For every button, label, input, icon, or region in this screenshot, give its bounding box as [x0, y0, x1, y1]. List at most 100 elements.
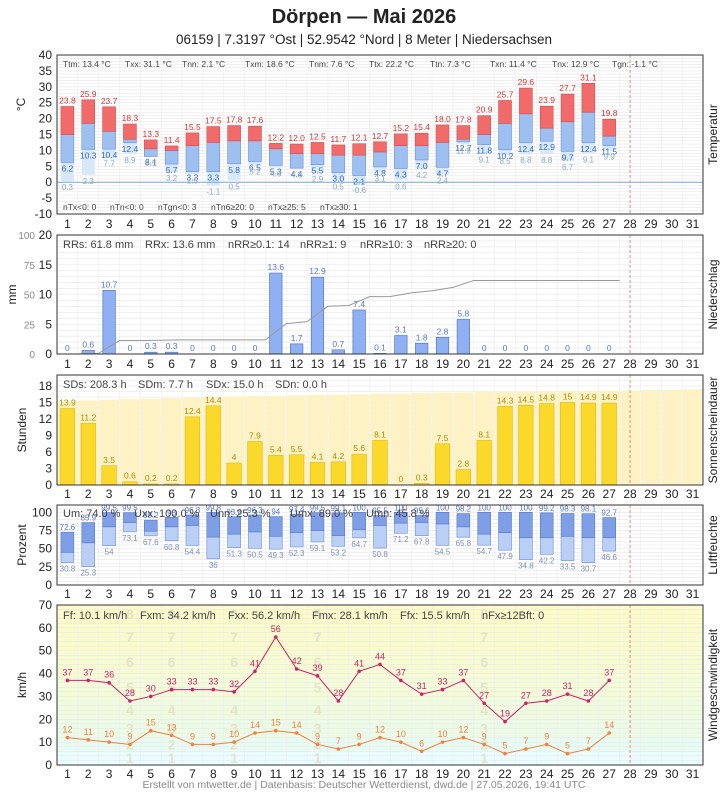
tmax-label: 19.8	[601, 108, 618, 118]
humidity-upper-bar	[498, 511, 512, 533]
ground-min-bar	[331, 172, 345, 181]
umin-label: 64.7	[351, 540, 367, 549]
wind-mean-point	[253, 731, 257, 735]
umin-label: 54.4	[185, 547, 201, 556]
x-tick-label: 29	[644, 587, 658, 601]
temp-lower-bar	[435, 142, 450, 168]
ground-min-bar	[561, 151, 575, 161]
sunshine-label: 5.5	[291, 444, 303, 454]
x-tick-label: 1	[64, 217, 71, 231]
x-tick-label: 5	[147, 487, 154, 501]
tground-label: 4.3	[291, 171, 303, 180]
x-tick-label: 1	[64, 587, 71, 601]
y-tick-label: 75	[39, 523, 53, 537]
x-tick-label: 13	[311, 217, 325, 231]
humidity-lower-bar	[81, 542, 96, 567]
wind-gust-label: 37	[604, 667, 614, 677]
temp-upper-bar	[394, 133, 408, 146]
y-tick-label: 5	[45, 317, 52, 331]
sunshine-label: 0.3	[416, 472, 428, 482]
panel-side-label: Luftfeuchte	[706, 515, 720, 575]
x-tick-label: 10	[248, 767, 262, 781]
sunshine-label: 0.2	[145, 473, 157, 483]
wind-gust-point	[169, 687, 174, 692]
temp-upper-bar	[352, 143, 366, 156]
wind-gust-label: 41	[250, 658, 260, 668]
x-tick-label: 16	[373, 587, 387, 601]
beaufort-label: 7	[230, 629, 238, 645]
x-tick-label: 29	[644, 217, 658, 231]
tmin-label: 6.2	[62, 163, 74, 173]
x-tick-label: 12	[290, 587, 304, 601]
x-tick-label: 18	[415, 767, 429, 781]
tground-label: 2.4	[437, 177, 449, 186]
sunshine-label: 15	[563, 392, 573, 402]
x-tick-label: 8	[210, 587, 217, 601]
x-tick-label: 10	[248, 487, 262, 501]
humidity-lower-bar	[60, 551, 75, 563]
precip-bar	[269, 272, 283, 355]
beaufort-label: 5	[126, 679, 134, 695]
temp-lower-bar	[560, 121, 575, 152]
x-tick-label: 3	[106, 357, 113, 371]
sunshine-bar	[434, 443, 451, 486]
tmin-label: 12.4	[518, 144, 535, 154]
humidity-upper-bar	[269, 516, 283, 537]
x-tick-label: 21	[478, 357, 492, 371]
temp-lower-bar	[206, 142, 221, 173]
y-tick-label: 20	[39, 112, 53, 126]
beaufort-band	[57, 751, 703, 765]
beaufort-label: 1	[314, 750, 322, 766]
x-tick-label: 13	[311, 587, 325, 601]
umin-label: 34.8	[518, 562, 534, 571]
ground-min-bar	[165, 164, 179, 173]
x-tick-label: 12	[290, 767, 304, 781]
umax-label: 100	[478, 503, 492, 512]
temp-lower-bar	[60, 134, 75, 163]
x-tick-label: 14	[332, 357, 346, 371]
panel-side-label: Sonnenscheindauer	[706, 377, 720, 484]
beaufort-label: 2	[230, 736, 238, 752]
x-tick-label: 20	[457, 587, 471, 601]
humidity-lower-bar	[227, 533, 241, 548]
y-tick-label: 30	[39, 689, 53, 703]
y-tick-label: 70	[39, 598, 53, 612]
x-tick-label: 24	[540, 357, 554, 371]
beaufort-label: 2	[168, 736, 176, 752]
x-tick-label: 2	[85, 357, 92, 371]
x-tick-label: 13	[311, 767, 325, 781]
tground-label: 8.8	[520, 156, 532, 165]
humidity-lower-bar	[435, 523, 450, 546]
wind-mean-point	[419, 749, 424, 754]
wind-gust-point	[586, 699, 591, 703]
precip-label: 5.8	[457, 308, 469, 318]
ground-min-bar	[373, 166, 387, 173]
wind-gust-point	[294, 667, 299, 671]
ground-min-bar	[415, 159, 429, 169]
humidity-upper-bar	[456, 513, 471, 528]
humidity-upper-bar	[394, 511, 408, 524]
x-tick-label: 26	[582, 767, 596, 781]
temp-upper-bar	[414, 132, 429, 146]
umax-label: 93	[167, 508, 176, 517]
sunshine-bar	[80, 423, 96, 486]
sunshine-label: 14.3	[497, 395, 514, 405]
wind-gust-point	[565, 692, 570, 696]
wind-gust-label: 28	[125, 688, 135, 698]
umin-label: 54	[105, 548, 114, 557]
humidity-lower-bar	[310, 530, 325, 543]
wind-gust-label: 31	[417, 681, 427, 691]
x-tick-label: 7	[189, 487, 196, 501]
sunshine-label: 13.9	[59, 398, 76, 408]
sunshine-label: 4.1	[312, 451, 324, 461]
wind-mean-point	[211, 742, 216, 747]
humidity-upper-bar	[123, 512, 137, 523]
beaufort-label: 3	[168, 720, 176, 736]
tmax-label: 23.8	[59, 96, 76, 106]
temp-lower-bar	[102, 131, 116, 150]
stat-label: Ffx: 15.5 km/h	[400, 610, 470, 622]
beaufort-label: 7	[314, 629, 322, 645]
stat-label: Um: 74.0 %	[63, 508, 121, 520]
sunshine-label: 0.2	[166, 473, 178, 483]
temp-lower-bar	[269, 148, 283, 166]
